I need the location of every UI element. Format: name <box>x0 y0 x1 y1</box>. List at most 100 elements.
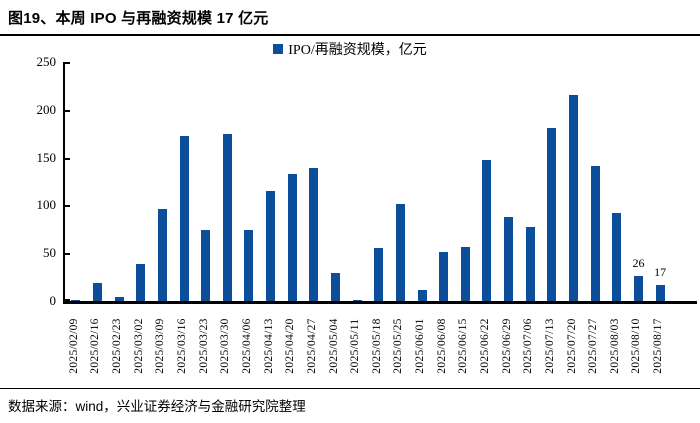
x-tick-label: 2025/04/13 <box>262 318 275 374</box>
x-tick-label: 2025/02/09 <box>67 318 80 374</box>
bar <box>569 94 579 301</box>
x-tick-label: 2025/02/16 <box>89 318 102 374</box>
bar-slot <box>498 62 520 301</box>
y-tick-mark <box>63 253 70 256</box>
bar <box>374 248 384 301</box>
bar <box>439 252 449 301</box>
x-label-slot: 2025/08/10 <box>626 306 648 386</box>
bar-slot <box>238 62 260 301</box>
x-label-slot: 2025/05/25 <box>388 306 410 386</box>
bar <box>179 135 189 301</box>
x-tick-label: 2025/07/27 <box>587 318 600 374</box>
x-tick-label: 2025/02/23 <box>111 318 124 374</box>
bar <box>525 227 535 301</box>
y-tick-label: 50 <box>43 245 56 261</box>
x-label-slot: 2025/07/13 <box>539 306 561 386</box>
x-tick-label: 2025/04/20 <box>284 318 297 374</box>
y-axis-labels: 0 50 100 150 200 250 <box>0 54 57 308</box>
x-tick-label: 2025/07/06 <box>522 318 535 374</box>
bar-slot <box>455 62 477 301</box>
source-note: 数据来源：wind，兴业证券经济与金融研究院整理 <box>8 399 306 414</box>
x-tick-label: 2025/06/01 <box>414 318 427 374</box>
bar <box>482 159 492 301</box>
bar <box>157 209 167 301</box>
bar <box>309 168 319 301</box>
bar-slot <box>303 62 325 301</box>
x-label-slot: 2025/05/04 <box>323 306 345 386</box>
bar-slot <box>108 62 130 301</box>
x-label-slot: 2025/03/23 <box>193 306 215 386</box>
bar-slot <box>433 62 455 301</box>
bar-slot <box>584 62 606 301</box>
bar <box>395 204 405 301</box>
x-label-slot: 2025/06/08 <box>431 306 453 386</box>
x-label-slot: 2025/06/15 <box>453 306 475 386</box>
x-label-slot: 2025/08/17 <box>647 306 669 386</box>
x-tick-label: 2025/08/03 <box>608 318 621 374</box>
x-tick-label: 2025/05/18 <box>370 318 383 374</box>
bar-slot <box>346 62 368 301</box>
x-tick-label: 2025/04/06 <box>240 318 253 374</box>
x-label-slot: 2025/04/20 <box>279 306 301 386</box>
bar-slot <box>195 62 217 301</box>
bar-slot <box>216 62 238 301</box>
bar <box>612 213 622 301</box>
y-tick-label: 250 <box>36 54 57 69</box>
bar-slot <box>541 62 563 301</box>
bar <box>417 290 427 301</box>
bar-slot <box>368 62 390 301</box>
x-label-slot: 2025/04/27 <box>301 306 323 386</box>
y-tick-mark <box>63 157 70 160</box>
x-tick-label: 2025/07/20 <box>565 318 578 374</box>
y-axis-ticks <box>63 62 73 301</box>
legend-swatch-icon <box>273 44 284 54</box>
x-label-slot: 2025/02/09 <box>63 306 85 386</box>
bar <box>201 230 211 301</box>
bar-slot: 17 <box>649 62 671 301</box>
y-tick-label: 200 <box>36 101 57 117</box>
x-label-slot: 2025/07/06 <box>517 306 539 386</box>
x-label-slot: 2025/06/29 <box>496 306 518 386</box>
bar <box>633 276 643 301</box>
bar-slot <box>65 62 87 301</box>
bar-slot: 26 <box>628 62 650 301</box>
bar <box>222 133 232 301</box>
x-tick-label: 2025/05/11 <box>349 318 362 374</box>
y-tick-mark <box>63 205 70 208</box>
x-tick-label: 2025/08/10 <box>630 318 643 374</box>
x-label-slot: 2025/02/23 <box>106 306 128 386</box>
bar-slot <box>606 62 628 301</box>
bar-slot <box>130 62 152 301</box>
figure-title: 图19、本周 IPO 与再融资规模 17 亿元 <box>8 10 269 27</box>
x-tick-label: 2025/08/17 <box>652 318 665 374</box>
x-label-slot: 2025/07/27 <box>582 306 604 386</box>
bar-slot <box>87 62 109 301</box>
x-tick-label: 2025/05/04 <box>327 318 340 374</box>
x-tick-label: 2025/05/25 <box>392 318 405 374</box>
bar <box>460 246 470 301</box>
y-tick-label: 0 <box>49 293 57 308</box>
x-tick-label: 2025/03/30 <box>219 318 232 374</box>
chart-legend: IPO/再融资规模，亿元 <box>0 40 700 58</box>
x-label-slot: 2025/06/22 <box>474 306 496 386</box>
x-tick-label: 2025/06/22 <box>478 318 491 374</box>
y-tick-mark <box>63 109 70 112</box>
x-tick-label: 2025/06/15 <box>457 318 470 374</box>
bar <box>352 299 362 301</box>
bar-slot <box>260 62 282 301</box>
bar-series: 26 17 <box>65 62 671 301</box>
x-tick-label: 2025/03/16 <box>176 318 189 374</box>
bar-slot <box>152 62 174 301</box>
x-label-slot: 2025/08/03 <box>604 306 626 386</box>
x-label-slot: 2025/05/18 <box>366 306 388 386</box>
bar <box>655 284 665 301</box>
x-tick-label: 2025/03/02 <box>132 318 145 374</box>
bar <box>114 297 124 301</box>
bar-slot <box>519 62 541 301</box>
x-label-slot: 2025/03/16 <box>171 306 193 386</box>
legend-label: IPO/再融资规模，亿元 <box>288 43 427 58</box>
y-tick-mark <box>63 62 70 64</box>
bar-slot <box>173 62 195 301</box>
bar-slot <box>390 62 412 301</box>
